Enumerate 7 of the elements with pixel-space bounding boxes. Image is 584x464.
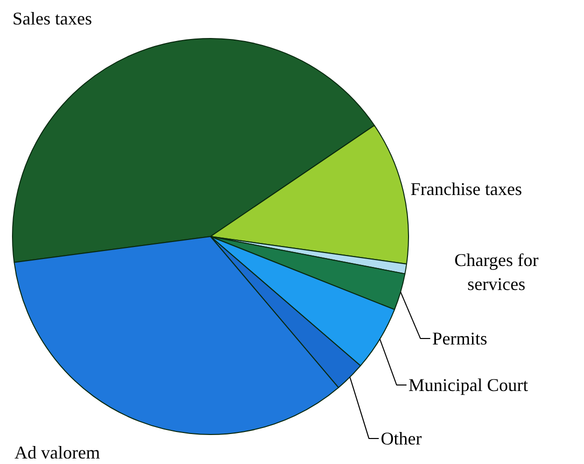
slice-label: Other [380,428,422,448]
slice-label: Ad valorem [14,442,100,462]
slice-label: Permits [432,328,488,348]
slice-label: Municipal Court [408,375,528,395]
slice-label: Charges for services [454,250,538,294]
slice-label: Sales taxes [12,8,92,29]
slice-label: Franchise taxes [410,178,522,199]
